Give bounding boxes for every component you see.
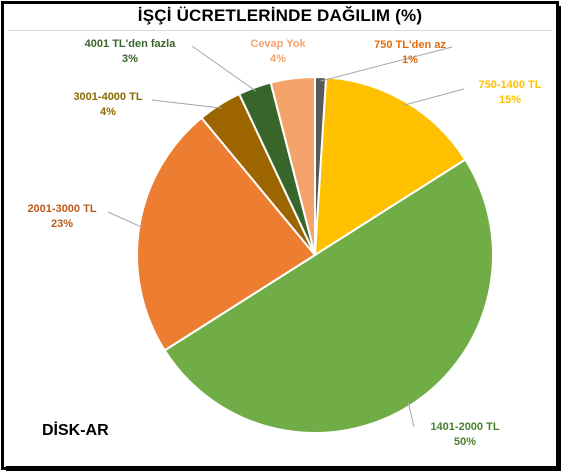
pie-slice — [136, 116, 317, 352]
leader-line — [191, 45, 257, 92]
pie-slices — [136, 75, 495, 435]
leader-line — [403, 88, 465, 106]
slice-value-label: 1% — [402, 54, 418, 66]
slice-category-label: 2001-3000 TL — [27, 203, 96, 215]
slice-value-label: 15% — [499, 94, 521, 106]
slice-labels: 750 TL'den az 1% 750-1400 TL 15% 1401-2000 T… — [27, 38, 541, 448]
slice-value-label: 50% — [454, 436, 476, 448]
source-label: DİSK-AR — [42, 422, 109, 439]
leader-line — [407, 401, 415, 428]
slice-category-label: 1401-2000 TL — [430, 421, 499, 433]
chart-title: İŞÇİ ÜCRETLERİNDE DAĞILIM (%) — [137, 6, 423, 25]
frame-shadow-bottom — [6, 466, 561, 471]
leader-line — [151, 99, 222, 109]
slice-category-label: 750 TL'den az — [374, 39, 446, 51]
pie-slice — [163, 158, 495, 435]
leader-lines — [107, 45, 465, 428]
leader-line — [320, 46, 453, 82]
slice-value-label: 4% — [100, 106, 116, 118]
leader-line — [107, 211, 144, 229]
slice-value-label: 3% — [122, 53, 138, 65]
slice-category-label: 3001-4000 TL — [73, 91, 142, 103]
pie-slice — [313, 76, 467, 257]
slice-category-label: Cevap Yok — [250, 38, 306, 50]
title-divider — [8, 30, 552, 31]
slice-value-label: 23% — [51, 218, 73, 230]
pie-slice — [269, 75, 316, 256]
frame-shadow-right — [556, 6, 561, 468]
slice-category-label: 750-1400 TL — [479, 79, 542, 91]
slice-value-label: 4% — [270, 53, 286, 65]
slice-category-label: 4001 TL'den fazla — [85, 38, 177, 50]
